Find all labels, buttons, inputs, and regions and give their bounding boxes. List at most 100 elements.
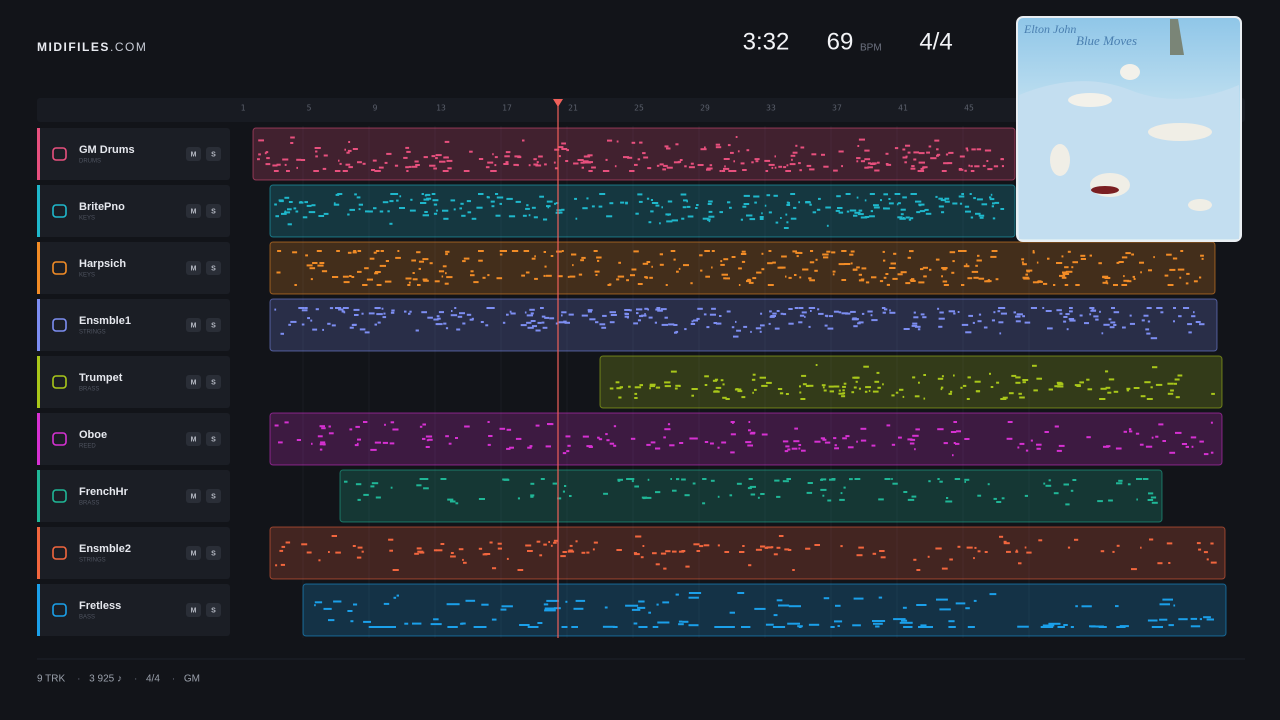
note	[857, 213, 864, 216]
note	[776, 546, 781, 549]
note	[338, 308, 344, 311]
note	[840, 545, 843, 548]
note	[659, 222, 661, 225]
note	[569, 495, 572, 497]
note	[581, 551, 586, 554]
note	[626, 316, 629, 319]
note	[531, 206, 536, 209]
mute-button[interactable]	[186, 489, 201, 503]
note	[344, 480, 348, 483]
note	[609, 311, 616, 314]
note	[530, 482, 535, 485]
note	[748, 281, 754, 284]
note	[486, 307, 493, 309]
note	[572, 264, 574, 267]
note	[911, 165, 915, 168]
note	[314, 147, 321, 149]
note	[798, 307, 804, 309]
note	[420, 202, 427, 204]
note	[769, 315, 775, 318]
note	[875, 625, 880, 628]
note	[959, 202, 963, 205]
note	[802, 383, 807, 386]
note	[363, 493, 369, 496]
note	[823, 165, 829, 168]
note	[979, 216, 984, 219]
note	[541, 321, 545, 324]
clip	[339, 469, 1163, 523]
mute-button[interactable]	[186, 318, 201, 332]
note	[959, 155, 965, 158]
note	[1089, 313, 1092, 316]
note	[746, 149, 750, 152]
note	[390, 311, 395, 314]
solo-button[interactable]	[206, 261, 221, 275]
track-icon	[52, 489, 67, 503]
note	[335, 551, 341, 554]
mute-button[interactable]	[186, 375, 201, 389]
solo-button[interactable]	[206, 432, 221, 446]
note	[1206, 618, 1214, 621]
solo-button[interactable]	[206, 375, 221, 389]
note	[1153, 256, 1155, 259]
playhead-handle[interactable]	[553, 99, 563, 107]
note	[786, 204, 791, 206]
solo-button[interactable]	[206, 489, 221, 503]
mute-button[interactable]	[186, 546, 201, 560]
note	[633, 622, 638, 625]
note	[870, 163, 876, 165]
note	[1175, 396, 1180, 399]
note	[1129, 430, 1133, 433]
note	[277, 250, 282, 252]
note	[374, 323, 377, 326]
note	[434, 280, 440, 283]
solo-button[interactable]	[206, 603, 221, 617]
note	[717, 544, 720, 547]
note	[546, 274, 552, 277]
solo-button[interactable]	[206, 147, 221, 161]
note	[915, 428, 920, 431]
note	[918, 203, 925, 206]
note	[714, 626, 727, 628]
note	[863, 365, 869, 368]
note	[902, 606, 907, 609]
note	[328, 432, 334, 435]
note	[1102, 276, 1108, 279]
note	[1021, 258, 1025, 261]
note	[970, 170, 975, 172]
note	[1175, 431, 1182, 434]
note	[527, 446, 532, 449]
note	[798, 201, 800, 204]
note	[688, 592, 702, 594]
note	[707, 203, 712, 205]
note	[1126, 389, 1130, 392]
note	[741, 396, 746, 399]
note	[429, 262, 433, 265]
note	[497, 542, 502, 545]
note	[560, 555, 566, 558]
solo-button[interactable]	[206, 204, 221, 218]
note	[809, 168, 815, 171]
note	[858, 387, 861, 390]
solo-button[interactable]	[206, 546, 221, 560]
note	[637, 193, 643, 196]
mute-button[interactable]	[186, 147, 201, 161]
note	[364, 267, 369, 270]
mute-button[interactable]	[186, 603, 201, 617]
note	[1080, 258, 1086, 260]
solo-button[interactable]	[206, 318, 221, 332]
note	[799, 169, 802, 172]
note	[481, 603, 489, 606]
mute-button[interactable]	[186, 204, 201, 218]
note	[936, 598, 948, 601]
note	[696, 317, 700, 320]
note	[1166, 542, 1173, 545]
mute-button[interactable]	[186, 261, 201, 275]
mute-button[interactable]	[186, 432, 201, 446]
note	[748, 478, 753, 480]
note	[912, 376, 916, 379]
note	[996, 381, 1000, 384]
note	[352, 148, 358, 150]
note	[387, 210, 390, 213]
note	[1211, 392, 1215, 395]
